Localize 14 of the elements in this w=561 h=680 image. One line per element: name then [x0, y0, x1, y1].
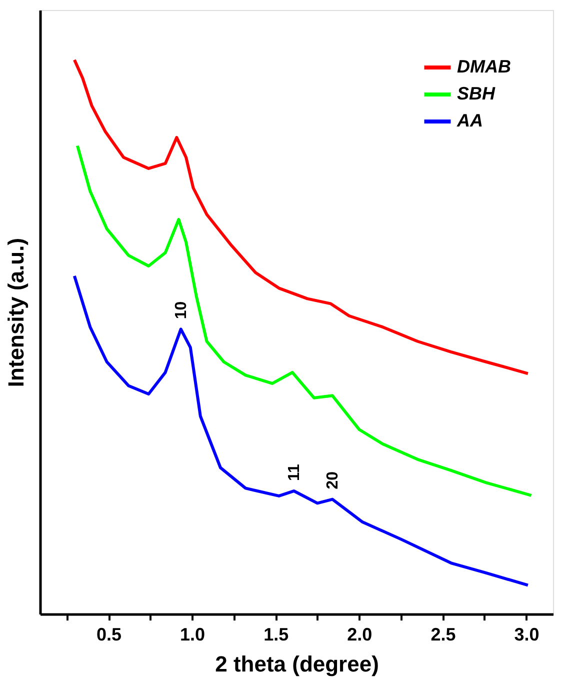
- x-tick-label: 0.5: [96, 624, 122, 644]
- x-tick-label: 2.0: [347, 624, 372, 644]
- legend-label: AA: [456, 110, 483, 130]
- legend-label: SBH: [457, 84, 496, 104]
- x-tick-label: 2.5: [430, 624, 456, 644]
- x-tick-label: 1.0: [180, 624, 206, 644]
- annotation: 10: [172, 301, 190, 320]
- annotation: 20: [324, 471, 342, 490]
- y-axis-title: Intensity (a.u.): [4, 238, 28, 388]
- legend-label: DMAB: [457, 56, 511, 76]
- x-tick-label: 3.0: [514, 624, 540, 644]
- x-tick-label: 1.5: [264, 624, 289, 644]
- x-axis-title: 2 theta (degree): [215, 652, 379, 676]
- annotation: 11: [286, 464, 303, 481]
